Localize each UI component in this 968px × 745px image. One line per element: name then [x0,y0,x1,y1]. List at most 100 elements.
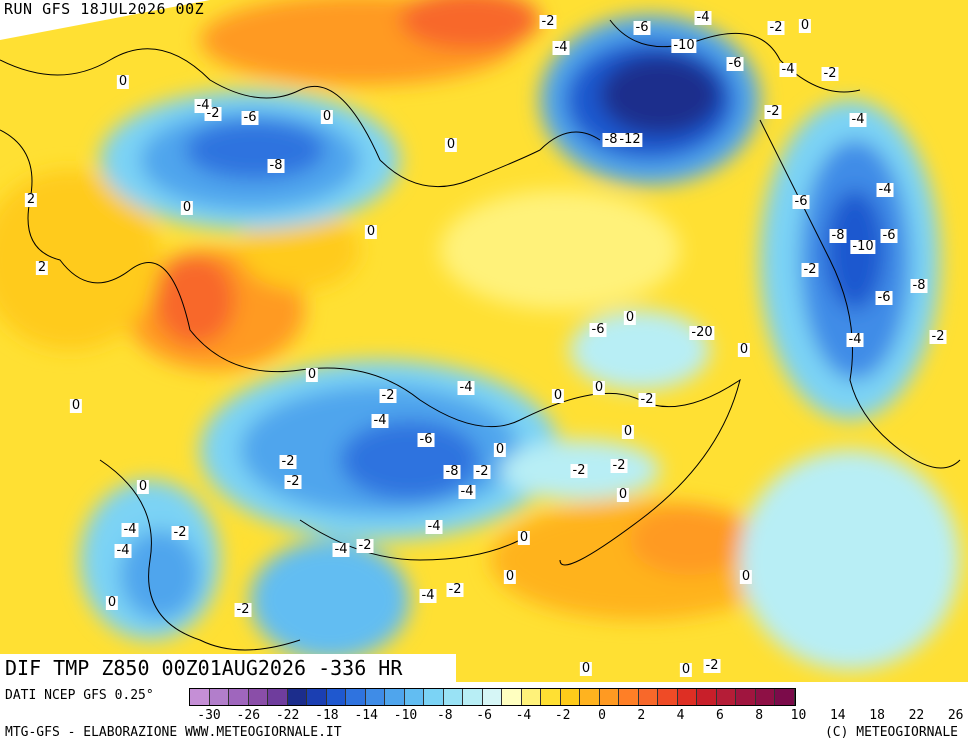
color-swatch [385,689,405,705]
contour-label: 0 [69,398,83,413]
scale-tick-label: -26 [236,708,261,723]
contour-label: -4 [121,522,139,537]
run-title: RUN GFS 18JUL2026 00Z [4,0,205,18]
color-swatch [697,689,717,705]
contour-label: 0 [116,74,130,89]
color-swatch [638,689,658,705]
contour-label: -4 [846,332,864,347]
contour-label: -4 [419,588,437,603]
contour-label: -8 [910,278,928,293]
scale-tick-label: 10 [790,708,807,723]
temperature-anomaly-map [0,0,968,682]
contour-label: -4 [552,40,570,55]
contour-label: 0 [136,479,150,494]
processing-credit: MTG-GFS - ELABORAZIONE WWW.METEOGIORNALE… [5,725,342,740]
contour-label: -8 [829,228,847,243]
map-canvas [0,0,968,682]
contour-label: -4 [849,112,867,127]
color-swatch [560,689,580,705]
scale-tick-label: 8 [755,708,764,723]
contour-label: -6 [633,20,651,35]
contour-label: 0 [493,442,507,457]
contour-label: -2 [821,66,839,81]
contour-label: -4 [114,543,132,558]
color-swatch [307,689,327,705]
color-swatch [326,689,346,705]
contour-label: -4 [425,519,443,534]
contour-label: -2 [764,104,782,119]
contour-label: -4 [779,62,797,77]
contour-label: -6 [589,322,607,337]
contour-label: -4 [457,380,475,395]
contour-label: 0 [739,569,753,584]
contour-label: 0 [503,569,517,584]
contour-label: -8 [443,464,461,479]
contour-label: 0 [621,424,635,439]
color-swatch [775,689,795,705]
scale-tick-label: -30 [197,708,221,723]
contour-label: -2 [171,525,189,540]
contour-label: 0 [579,661,593,676]
contour-label: -8 [602,132,620,147]
scale-tick-label: -8 [436,708,453,723]
contour-label: 2 [35,260,49,275]
color-swatch [580,689,600,705]
color-swatch [424,689,444,705]
contour-label: -2 [446,582,464,597]
contour-label: -2 [284,474,302,489]
color-swatch [209,689,229,705]
contour-label: -2 [279,454,297,469]
contour-label: 0 [444,137,458,152]
color-swatch [268,689,288,705]
scale-tick-label: 26 [947,708,964,723]
contour-label: -6 [417,432,435,447]
copyright: (C) METEOGIORNALE [824,725,958,740]
color-swatch [248,689,268,705]
contour-label: -6 [880,228,898,243]
color-swatch [736,689,756,705]
color-scale-ticks: -30 -26 -22 -18 -14 -10 -8 -6 -4 -2 0 2 4 6 8 10 14 18 22 2… [189,708,968,724]
contour-label: -20 [689,325,715,340]
contour-label: 0 [105,595,119,610]
contour-label: -6 [241,110,259,125]
color-swatch [404,689,424,705]
color-swatch [346,689,366,705]
contour-label: 0 [551,388,565,403]
color-swatch [599,689,619,705]
color-swatch [755,689,775,705]
data-source: DATI NCEP GFS 0.25° [5,688,154,703]
contour-label: -2 [539,14,557,29]
scale-tick-label: -6 [476,708,492,723]
contour-label: -2 [473,464,491,479]
contour-label: -4 [694,10,712,25]
scale-tick-label: 22 [908,708,925,723]
contour-label: -6 [792,194,810,209]
color-swatch [287,689,307,705]
scale-tick-label: 14 [829,708,846,723]
contour-label: 0 [616,487,630,502]
map-title: DIF TMP Z850 00Z01AUG2026 -336 HR [0,654,456,683]
color-swatch [619,689,639,705]
contour-label: 0 [517,530,531,545]
scale-tick-label: -2 [554,708,571,723]
color-swatch [463,689,483,705]
color-swatch [365,689,385,705]
contour-label: 0 [320,109,334,124]
contour-label: -2 [638,392,656,407]
scale-tick-label: 6 [715,708,724,723]
contour-label: -2 [610,458,628,473]
contour-label: -10 [671,38,697,53]
anomaly-field [0,0,960,670]
color-scale-bar [189,688,796,706]
contour-label: 0 [798,18,812,33]
contour-label: -2 [234,602,252,617]
color-swatch [658,689,678,705]
contour-label: -2 [570,463,588,478]
color-swatch [502,689,522,705]
contour-label: -4 [332,542,350,557]
contour-label: 0 [364,224,378,239]
contour-label: -4 [194,98,212,113]
scale-tick-label: 0 [598,708,606,723]
contour-label: -2 [356,538,374,553]
contour-label: 0 [623,310,637,325]
